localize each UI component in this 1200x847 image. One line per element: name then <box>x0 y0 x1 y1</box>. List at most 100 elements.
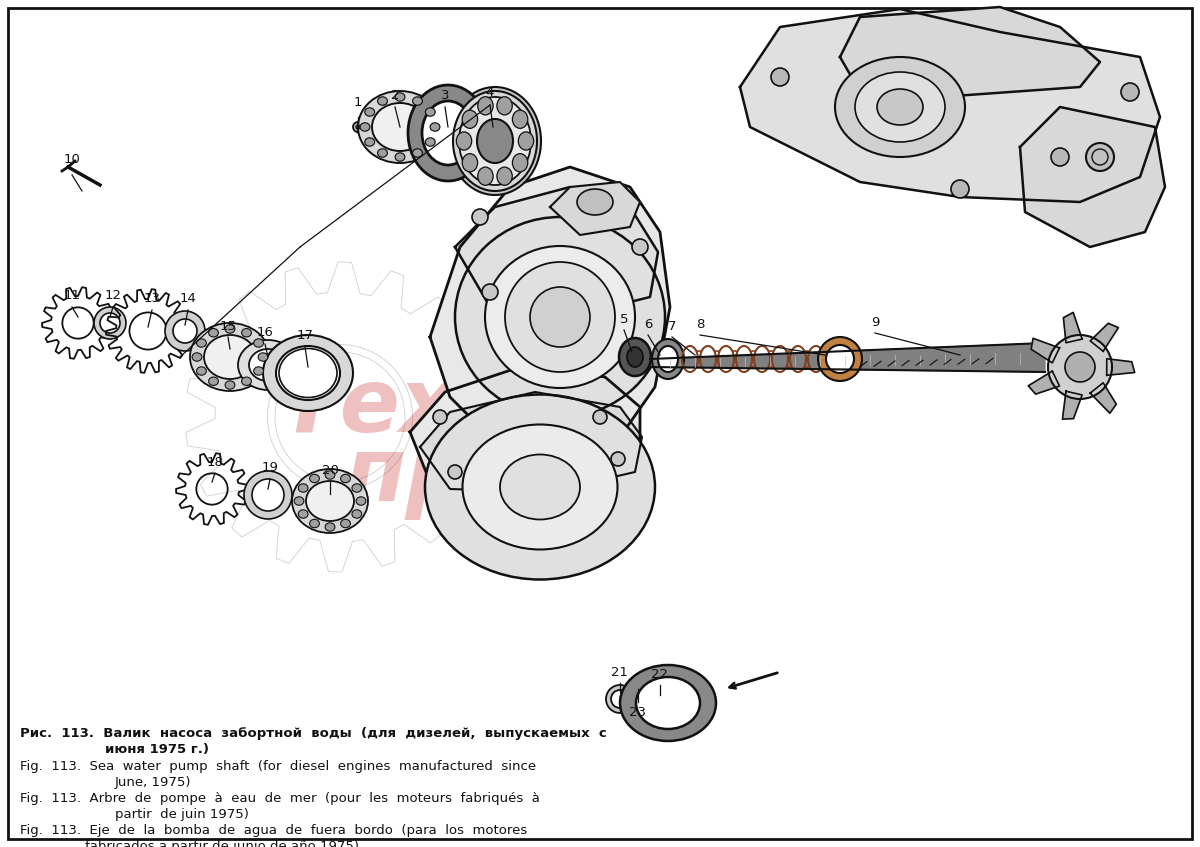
Ellipse shape <box>455 217 665 417</box>
Ellipse shape <box>636 677 700 729</box>
Ellipse shape <box>658 346 678 372</box>
Ellipse shape <box>310 519 319 528</box>
Circle shape <box>244 471 292 519</box>
Ellipse shape <box>497 167 512 185</box>
Ellipse shape <box>430 123 440 131</box>
Ellipse shape <box>456 132 472 150</box>
Ellipse shape <box>365 138 374 147</box>
Text: 8: 8 <box>696 318 704 330</box>
Polygon shape <box>1106 359 1135 375</box>
Polygon shape <box>1062 391 1082 419</box>
Ellipse shape <box>190 323 270 391</box>
Ellipse shape <box>462 110 478 129</box>
Circle shape <box>1086 143 1114 171</box>
Ellipse shape <box>241 377 252 385</box>
Circle shape <box>166 311 205 351</box>
Text: Техно: Техно <box>280 363 581 451</box>
Ellipse shape <box>395 93 404 101</box>
Circle shape <box>818 337 862 381</box>
Ellipse shape <box>192 353 202 361</box>
Ellipse shape <box>500 455 580 519</box>
Text: 15: 15 <box>220 319 236 333</box>
Polygon shape <box>455 187 658 317</box>
Ellipse shape <box>458 97 530 185</box>
Text: 1: 1 <box>354 96 362 108</box>
Text: 19: 19 <box>262 461 278 473</box>
Ellipse shape <box>209 377 218 385</box>
Ellipse shape <box>325 471 335 479</box>
Ellipse shape <box>352 484 361 492</box>
Circle shape <box>530 287 590 347</box>
Ellipse shape <box>620 665 716 741</box>
Text: 12: 12 <box>104 289 121 302</box>
Ellipse shape <box>356 497 366 505</box>
Ellipse shape <box>518 132 534 150</box>
Ellipse shape <box>204 335 256 379</box>
Ellipse shape <box>478 119 514 163</box>
Circle shape <box>826 345 854 373</box>
Polygon shape <box>1031 338 1060 363</box>
Ellipse shape <box>341 474 350 483</box>
Circle shape <box>94 307 126 339</box>
Ellipse shape <box>238 340 298 390</box>
Ellipse shape <box>478 97 493 115</box>
Circle shape <box>582 191 598 207</box>
Text: 21: 21 <box>612 667 629 679</box>
Text: 17: 17 <box>296 329 313 341</box>
Ellipse shape <box>258 353 268 361</box>
Ellipse shape <box>241 329 252 337</box>
Circle shape <box>611 452 625 466</box>
Ellipse shape <box>413 149 422 158</box>
Text: 18: 18 <box>206 456 223 468</box>
Ellipse shape <box>835 57 965 157</box>
Text: июня 1975 г.): июня 1975 г.) <box>106 743 209 756</box>
Ellipse shape <box>250 349 287 381</box>
Ellipse shape <box>497 97 512 115</box>
Circle shape <box>611 690 629 708</box>
Circle shape <box>952 180 970 198</box>
Polygon shape <box>650 343 1045 372</box>
Text: 20: 20 <box>322 463 338 477</box>
Ellipse shape <box>378 97 388 105</box>
Polygon shape <box>740 9 1160 202</box>
Ellipse shape <box>325 523 335 531</box>
Ellipse shape <box>352 510 361 518</box>
Text: 9: 9 <box>871 315 880 329</box>
Ellipse shape <box>462 153 478 172</box>
Circle shape <box>1051 148 1069 166</box>
Text: June, 1975): June, 1975) <box>115 776 192 789</box>
Text: Fig.  113.  Eje  de  la  bomba  de  agua  de  fuera  bordo  (para  los  motores: Fig. 113. Eje de la bomba de agua de fue… <box>20 824 527 837</box>
Text: 3: 3 <box>440 88 449 102</box>
Ellipse shape <box>253 367 264 375</box>
Ellipse shape <box>426 138 436 147</box>
Ellipse shape <box>395 152 404 161</box>
Ellipse shape <box>226 324 235 333</box>
Text: 11: 11 <box>64 289 80 302</box>
Text: 6: 6 <box>644 318 652 330</box>
Ellipse shape <box>619 338 650 376</box>
Text: fabricados a partir de junio de año 1975): fabricados a partir de junio de año 1975… <box>85 840 359 847</box>
Polygon shape <box>1020 107 1165 247</box>
Ellipse shape <box>197 367 206 375</box>
Polygon shape <box>840 7 1100 97</box>
Ellipse shape <box>408 85 488 181</box>
Ellipse shape <box>478 167 493 185</box>
Ellipse shape <box>652 339 684 379</box>
Circle shape <box>1048 335 1112 399</box>
Ellipse shape <box>263 335 353 411</box>
Text: 22: 22 <box>652 668 668 682</box>
Text: Fig.  113.  Arbre  de  pompe  à  eau  de  mer  (pour  les  moteurs  fabriqués  à: Fig. 113. Arbre de pompe à eau de mer (p… <box>20 792 540 805</box>
Ellipse shape <box>449 87 541 195</box>
Ellipse shape <box>425 395 655 579</box>
Ellipse shape <box>512 110 528 129</box>
Ellipse shape <box>197 339 206 347</box>
Ellipse shape <box>854 72 946 142</box>
Ellipse shape <box>454 91 538 191</box>
Ellipse shape <box>485 246 635 388</box>
Ellipse shape <box>292 469 368 533</box>
Text: 4: 4 <box>486 86 494 98</box>
Text: пресс: пресс <box>344 434 635 521</box>
Polygon shape <box>420 392 642 492</box>
Text: 13: 13 <box>144 291 161 305</box>
Text: 7: 7 <box>667 319 677 333</box>
